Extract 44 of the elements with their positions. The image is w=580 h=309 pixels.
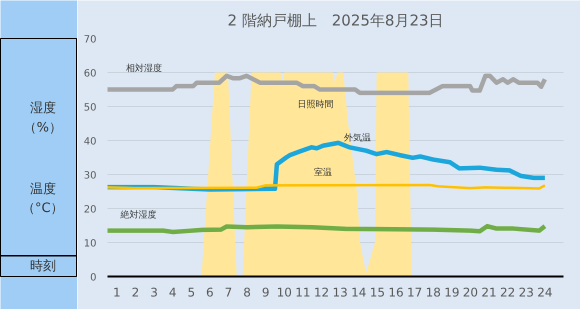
line-series bbox=[108, 74, 548, 96]
series-label: 日照時間 bbox=[297, 98, 334, 110]
x-tick-label: 23 bbox=[518, 286, 534, 300]
text: （%） bbox=[24, 120, 62, 136]
x-tick-label: 14 bbox=[351, 286, 366, 300]
x-tick-label: 13 bbox=[332, 286, 348, 300]
text: 温度 bbox=[30, 180, 56, 197]
x-tick-label: 9 bbox=[262, 286, 270, 300]
x-tick-label: 6 bbox=[206, 286, 214, 300]
text: （°C） bbox=[22, 201, 64, 216]
x-tick-label: 15 bbox=[370, 286, 386, 300]
x-tick-label: 3 bbox=[150, 286, 158, 300]
x-tick-label: 20 bbox=[462, 286, 478, 300]
series-label: 絶対湿度 bbox=[120, 209, 157, 220]
x-tick-label: 21 bbox=[481, 286, 497, 300]
x-tick-label: 12 bbox=[314, 286, 330, 300]
x-tick-label: 19 bbox=[444, 286, 460, 300]
y-tick-label: 40 bbox=[84, 136, 97, 148]
y-tick-label: 50 bbox=[84, 102, 97, 114]
y-tick-label: 60 bbox=[84, 68, 97, 80]
y-tick-label: 70 bbox=[84, 34, 97, 46]
x-tick-label: 1 bbox=[112, 286, 121, 300]
x-tick-label: 8 bbox=[243, 286, 251, 300]
x-tick-label: 16 bbox=[388, 286, 404, 300]
series-label: 室温 bbox=[314, 166, 332, 178]
x-tick-label: 11 bbox=[295, 286, 311, 300]
y-tick-label: 20 bbox=[84, 204, 97, 216]
x-tick-label: 4 bbox=[168, 286, 176, 300]
x-tick-label: 7 bbox=[224, 286, 232, 300]
x-tick-label: 18 bbox=[426, 286, 441, 300]
y-tick-label: 30 bbox=[84, 170, 97, 182]
x-tick-label: 5 bbox=[187, 286, 196, 300]
series-label: 相対湿度 bbox=[126, 63, 162, 74]
y-tick-label: 10 bbox=[84, 238, 97, 250]
series-label: 外気温 bbox=[344, 132, 371, 144]
x-tick-label: 10 bbox=[276, 286, 292, 300]
x-axis-title: 時刻 bbox=[30, 258, 56, 274]
chart-title: 2 階納戸棚上 2025年8月23日 bbox=[227, 12, 444, 30]
text: 湿度 bbox=[30, 100, 56, 116]
x-tick-label: 24 bbox=[537, 286, 553, 300]
y-tick-label: 0 bbox=[90, 272, 97, 284]
x-tick-label: 2 bbox=[132, 286, 140, 300]
x-tick-label: 17 bbox=[406, 286, 422, 300]
x-tick-label: 22 bbox=[500, 286, 516, 300]
